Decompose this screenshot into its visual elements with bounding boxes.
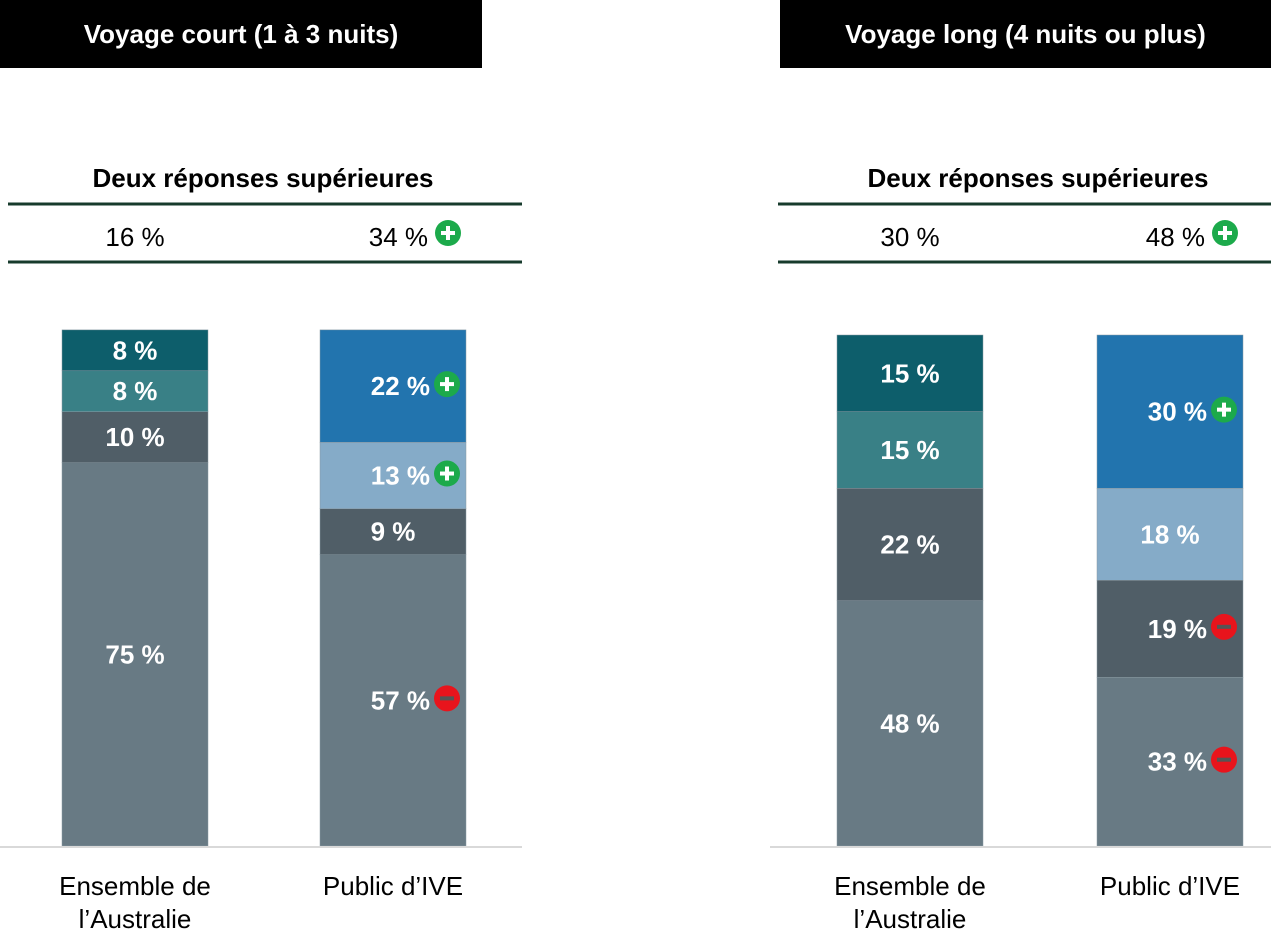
category-label: Public d’IVE bbox=[322, 871, 464, 901]
significance-plus bbox=[434, 460, 460, 487]
significance-minus bbox=[1211, 613, 1237, 640]
bar-segment bbox=[1096, 488, 1244, 581]
bar-segment bbox=[61, 411, 209, 463]
icon-bar bbox=[1217, 757, 1231, 762]
summary-value: 34 % bbox=[369, 222, 428, 252]
significance-plus bbox=[434, 371, 460, 398]
segment-label: 9 % bbox=[371, 517, 416, 547]
icon-bar bbox=[440, 696, 454, 701]
segment-label: 57 % bbox=[371, 685, 430, 715]
summary-value: 16 % bbox=[105, 222, 164, 252]
segment-label: 18 % bbox=[1140, 519, 1199, 549]
category-label: Ensemble de l’Australie bbox=[59, 871, 211, 934]
segment-label: 10 % bbox=[105, 422, 164, 452]
segment-label: 8 % bbox=[113, 376, 158, 406]
segment-label: 15 % bbox=[880, 435, 939, 465]
icon-bar bbox=[445, 377, 449, 392]
segment-label: 75 % bbox=[105, 639, 164, 669]
icon-bar bbox=[1223, 226, 1227, 240]
segment-label: 15 % bbox=[880, 358, 939, 388]
summary-label: Deux réponses supérieures bbox=[92, 163, 433, 193]
significance-minus bbox=[434, 685, 460, 712]
segment-label: 48 % bbox=[880, 708, 939, 738]
summary-value: 48 % bbox=[1146, 222, 1205, 252]
summary-label: Deux réponses supérieures bbox=[867, 163, 1208, 193]
title-box bbox=[0, 0, 482, 68]
summary-value: 30 % bbox=[880, 222, 939, 252]
bar-segment bbox=[836, 488, 984, 601]
title-box bbox=[780, 0, 1271, 68]
significance-plus bbox=[1212, 220, 1238, 246]
bar-segment bbox=[61, 370, 209, 412]
bar-segment bbox=[836, 334, 984, 412]
segment-label: 30 % bbox=[1148, 397, 1207, 427]
icon-bar bbox=[445, 466, 449, 481]
chart-title: Voyage court (1 à 3 nuits) bbox=[84, 19, 398, 49]
segment-label: 22 % bbox=[880, 530, 939, 560]
segment-label: 8 % bbox=[113, 335, 158, 365]
segment-label: 19 % bbox=[1148, 614, 1207, 644]
segment-label: 22 % bbox=[371, 371, 430, 401]
icon-bar bbox=[446, 226, 450, 240]
icon-bar bbox=[1217, 624, 1231, 629]
segment-label: 13 % bbox=[371, 461, 430, 491]
bar-segment bbox=[319, 508, 467, 555]
segment-label: 33 % bbox=[1148, 747, 1207, 777]
significance-minus bbox=[1211, 746, 1237, 773]
bar-segment bbox=[836, 600, 984, 847]
chart-title: Voyage long (4 nuits ou plus) bbox=[845, 19, 1206, 49]
significance-plus bbox=[435, 220, 461, 246]
bar-segment bbox=[61, 329, 209, 372]
bar-segment bbox=[836, 411, 984, 489]
category-label: Public d’IVE bbox=[1099, 871, 1241, 901]
significance-plus bbox=[1211, 396, 1237, 423]
category-label: Ensemble de l’Australie bbox=[834, 871, 986, 934]
icon-bar bbox=[1222, 402, 1226, 417]
